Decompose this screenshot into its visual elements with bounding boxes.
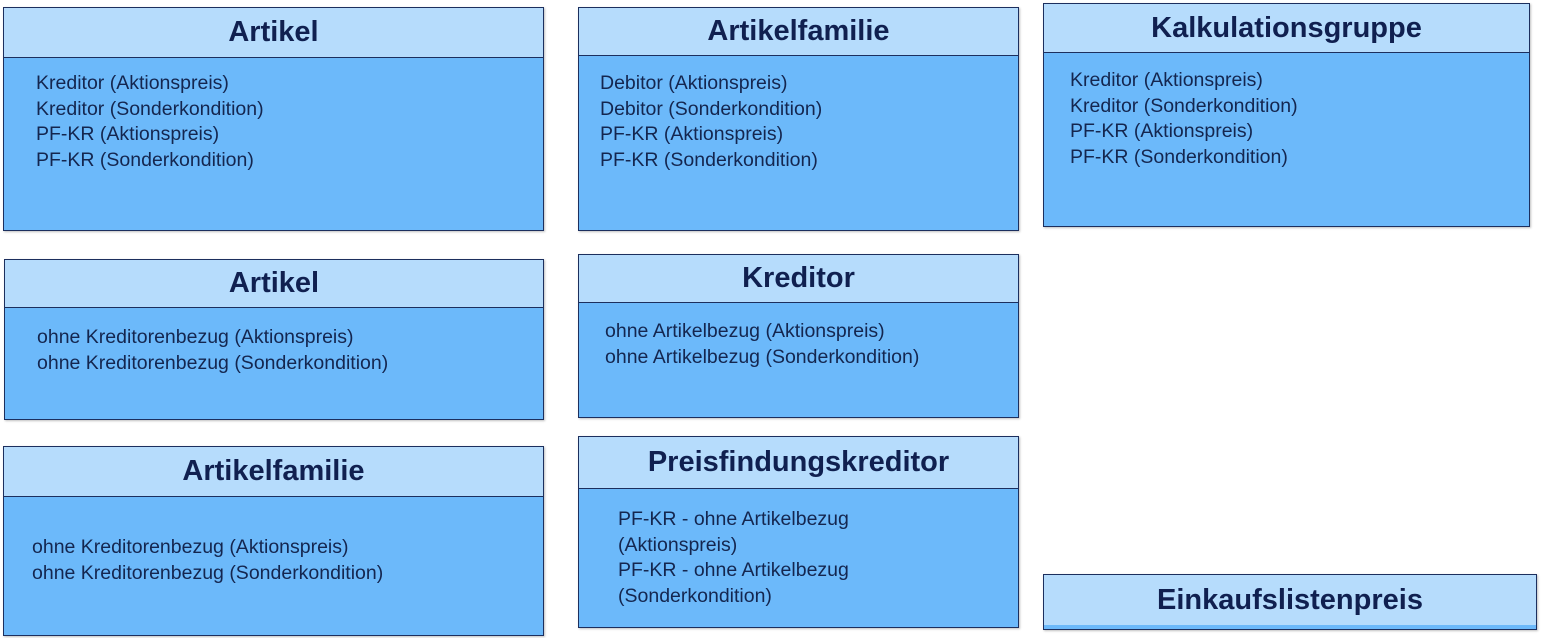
list-item: PF-KR (Sonderkondition): [36, 148, 254, 171]
box-title: Artikel: [4, 8, 543, 58]
box-title: Einkaufslistenpreis: [1044, 575, 1536, 625]
box-body: ohne Artikelbezug (Aktionspreis) ohne Ar…: [579, 319, 1018, 370]
box-einkaufslistenpreis: Einkaufslistenpreis: [1043, 574, 1537, 630]
list-item: Kreditor (Aktionspreis): [36, 72, 229, 94]
list-item: Debitor (Aktionspreis): [600, 72, 788, 94]
box-artikelfamilie-debitor: Artikelfamilie Debitor (Aktionspreis) De…: [578, 7, 1019, 231]
box-title: Artikelfamilie: [579, 8, 1018, 56]
box-body: Debitor (Aktionspreis) Debitor (Sonderko…: [579, 71, 1018, 173]
box-body: ohne Kreditorenbezug (Aktionspreis) ohne…: [5, 325, 543, 376]
list-item: ohne Kreditorenbezug (Aktionspreis): [32, 536, 349, 558]
list-item: PF-KR (Sonderkondition): [1070, 145, 1288, 168]
box-title: Kreditor: [579, 255, 1018, 303]
box-title: Artikel: [5, 260, 543, 308]
box-body: Kreditor (Aktionspreis) Kreditor (Sonder…: [1044, 68, 1529, 170]
list-item: PF-KR (Aktionspreis): [600, 123, 784, 145]
list-item: ohne Kreditorenbezug (Sonderkondition): [37, 351, 389, 374]
box-title: Preisfindungskreditor: [579, 437, 1018, 489]
list-item: Kreditor (Aktionspreis): [1070, 69, 1263, 91]
box-artikelfamilie-ohne-kreditor: Artikelfamilie ohne Kreditorenbezug (Akt…: [3, 446, 544, 636]
list-item: ohne Kreditorenbezug (Sonderkondition): [32, 561, 384, 584]
box-kreditor: Kreditor ohne Artikelbezug (Aktionspreis…: [578, 254, 1019, 418]
box-body: PF-KR - ohne Artikelbezug (Aktionspreis)…: [579, 507, 898, 609]
list-item: PF-KR (Aktionspreis): [36, 123, 220, 145]
box-artikel-kreditor: Artikel Kreditor (Aktionspreis) Kreditor…: [3, 7, 544, 231]
list-item: PF-KR (Aktionspreis): [1070, 120, 1254, 142]
box-body: Kreditor (Aktionspreis) Kreditor (Sonder…: [4, 71, 543, 173]
list-item: ohne Artikelbezug (Aktionspreis): [605, 320, 885, 342]
list-item: ohne Artikelbezug (Sonderkondition): [605, 345, 920, 368]
box-artikel-ohne-kreditor: Artikel ohne Kreditorenbezug (Aktionspre…: [4, 259, 544, 420]
box-title: Artikelfamilie: [4, 447, 543, 497]
box-title: Kalkulationsgruppe: [1044, 4, 1529, 53]
box-body: ohne Kreditorenbezug (Aktionspreis) ohne…: [4, 535, 543, 586]
list-item: ohne Kreditorenbezug (Aktionspreis): [37, 326, 354, 348]
list-item: PF-KR - ohne Artikelbezug (Sonderkonditi…: [618, 559, 849, 607]
box-kalkulationsgruppe: Kalkulationsgruppe Kreditor (Aktionsprei…: [1043, 3, 1530, 227]
list-item: Kreditor (Sonderkondition): [1070, 94, 1298, 117]
list-item: Debitor (Sonderkondition): [600, 97, 823, 120]
list-item: PF-KR - ohne Artikelbezug (Aktionspreis): [618, 508, 849, 556]
box-preisfindungskreditor: Preisfindungskreditor PF-KR - ohne Artik…: [578, 436, 1019, 628]
list-item: Kreditor (Sonderkondition): [36, 97, 264, 120]
list-item: PF-KR (Sonderkondition): [600, 148, 818, 171]
